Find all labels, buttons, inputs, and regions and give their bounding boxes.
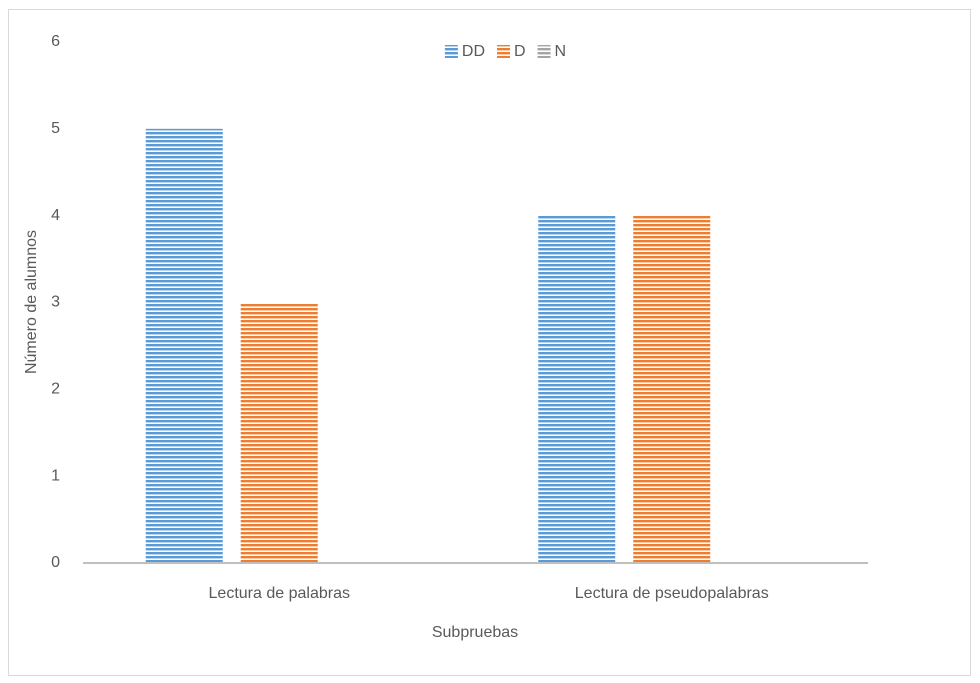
legend: DD D N <box>444 43 567 60</box>
legend-swatch <box>537 45 551 58</box>
y-tick-label: 3 <box>51 294 60 311</box>
legend-label: DD <box>462 43 485 60</box>
x-tick-label: Lectura de palabras <box>209 585 350 602</box>
bar <box>633 215 711 563</box>
legend-label: N <box>555 43 567 60</box>
bar <box>538 215 616 563</box>
x-axis-label: Subpruebas <box>432 624 518 641</box>
legend-swatch <box>444 45 458 58</box>
y-axis-label: Número de alumnos <box>23 230 40 374</box>
y-tick-label: 6 <box>51 33 60 50</box>
y-tick-label: 5 <box>51 120 60 137</box>
bar <box>240 302 318 563</box>
x-tick-label: Lectura de pseudopalabras <box>575 585 769 602</box>
legend-label: D <box>514 43 526 60</box>
y-tick-label: 2 <box>51 381 60 398</box>
y-tick-label: 1 <box>51 467 60 484</box>
bar <box>145 128 223 564</box>
legend-swatch <box>496 45 510 58</box>
y-tick-label: 4 <box>51 207 60 224</box>
y-tick-label: 0 <box>51 554 60 571</box>
